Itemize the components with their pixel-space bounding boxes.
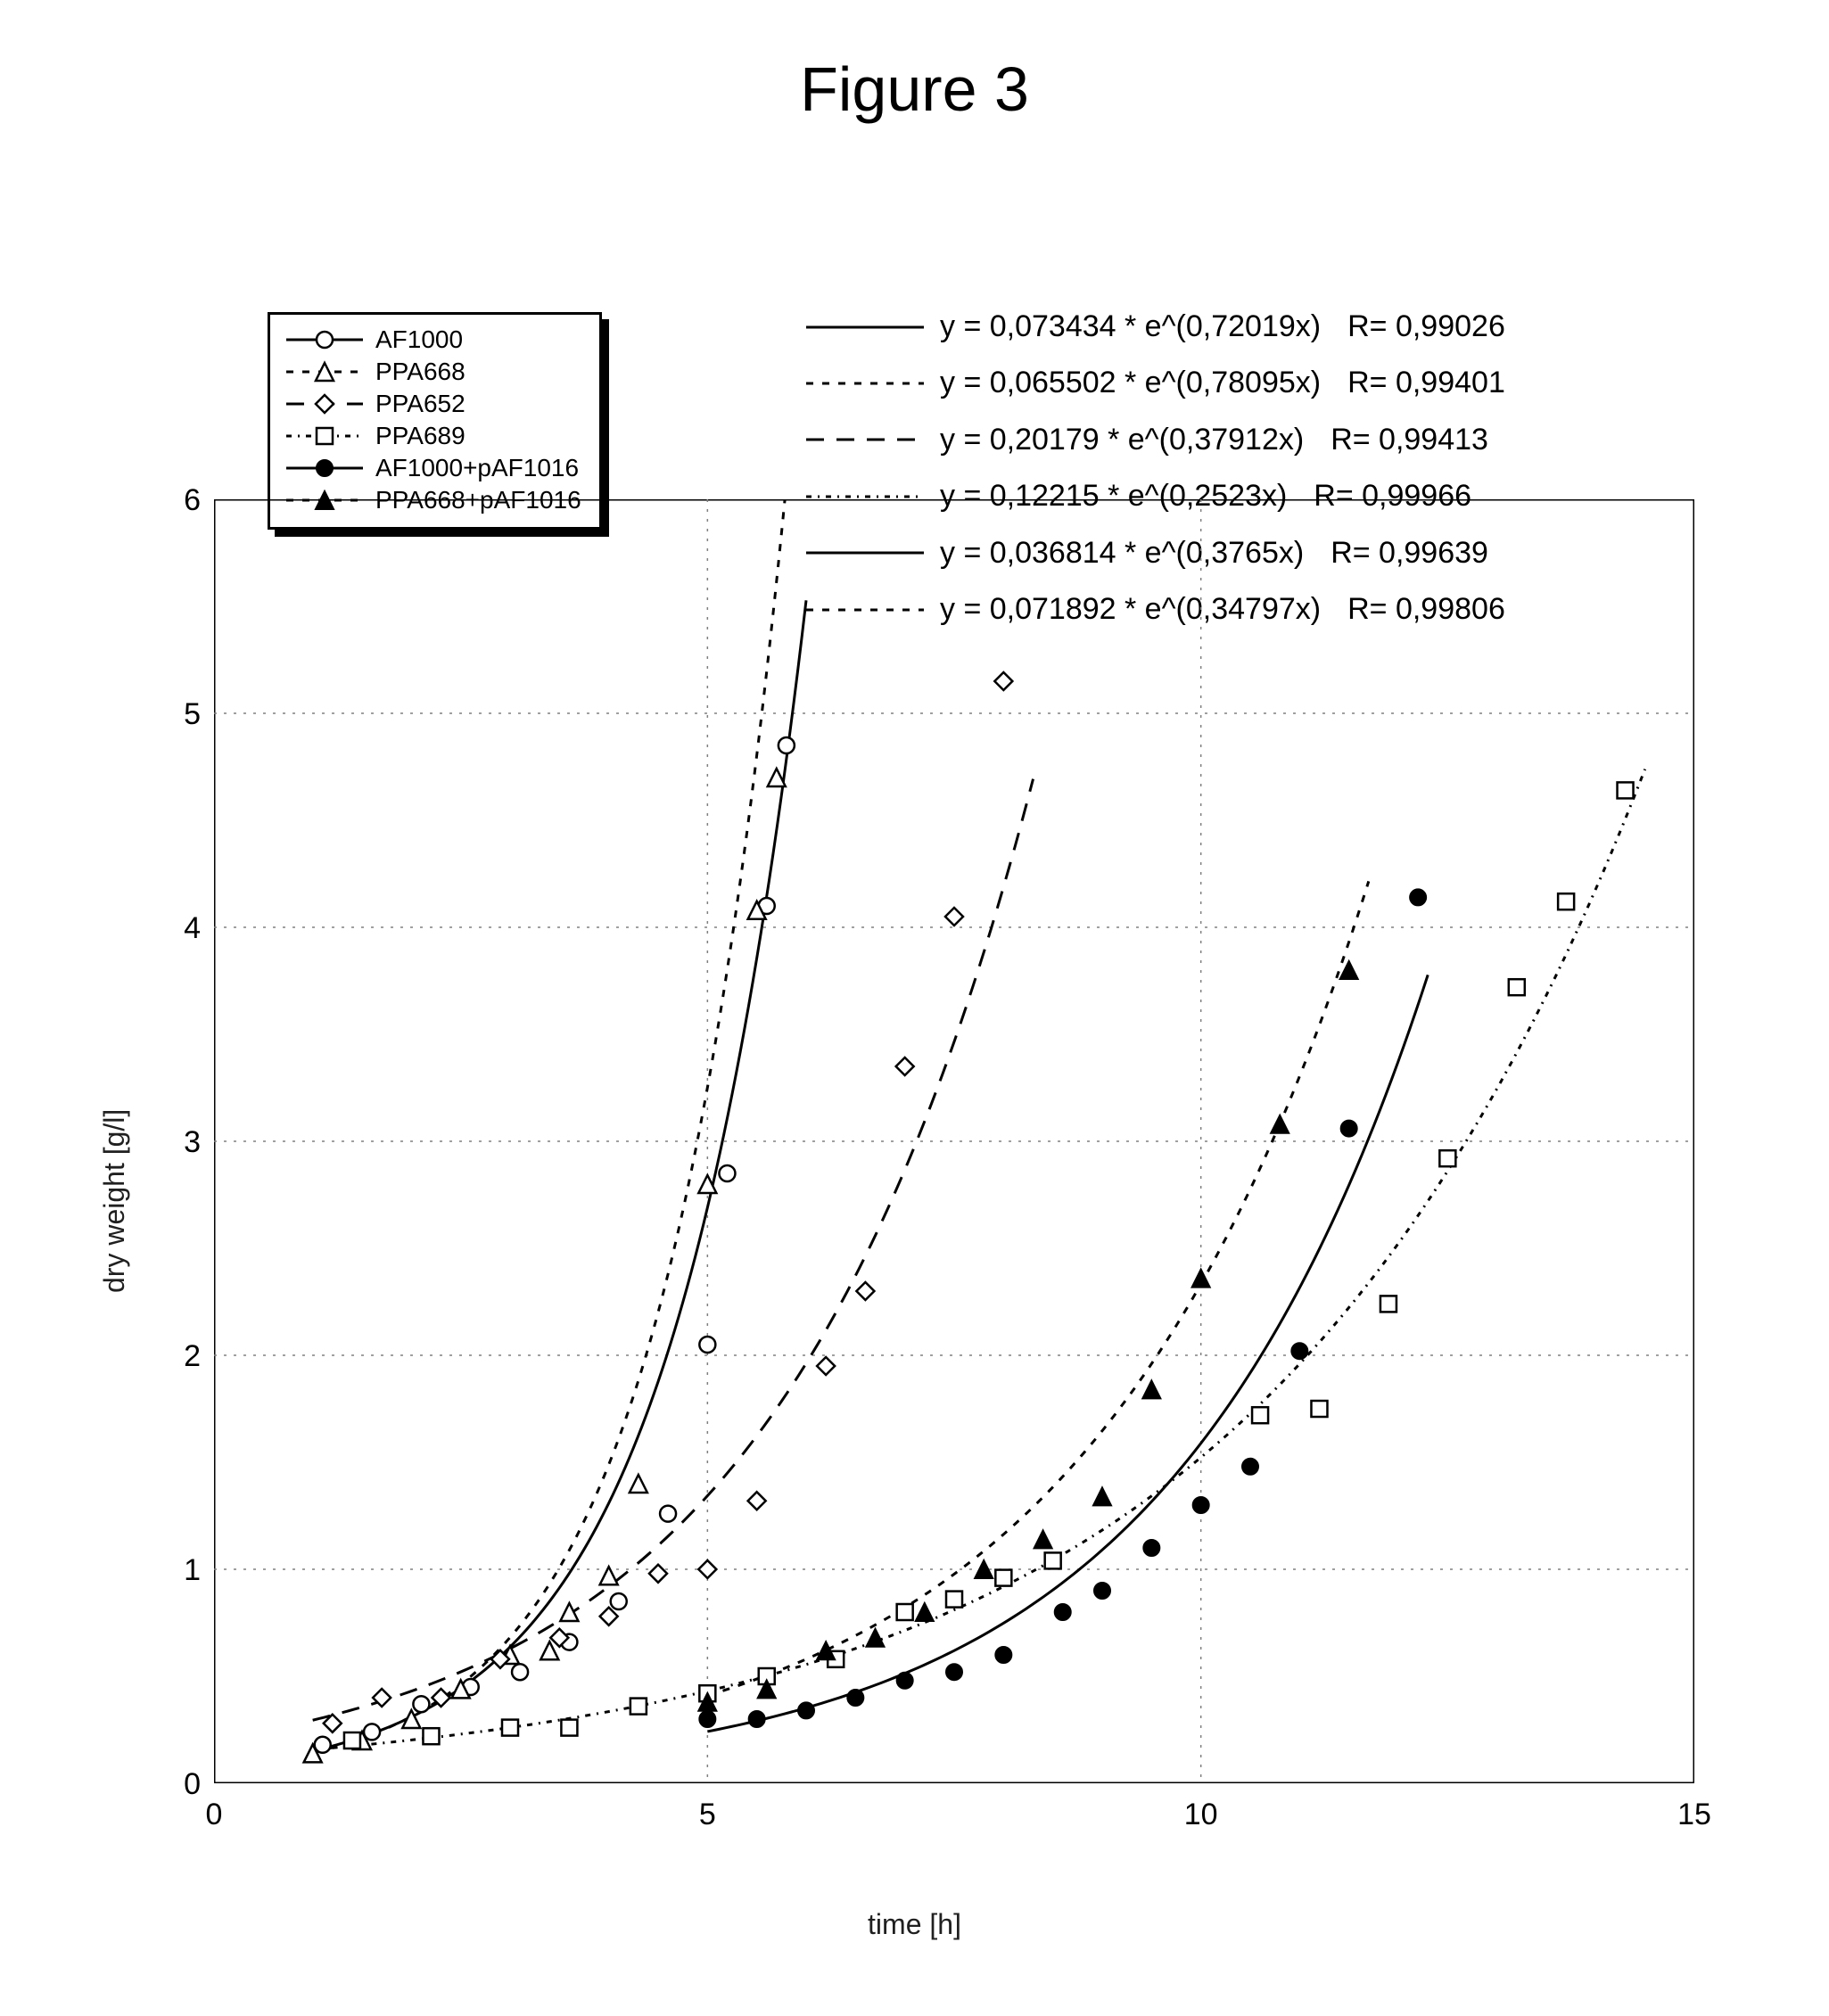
legend-row: PPA652 (284, 388, 581, 420)
legend-label: PPA652 (375, 390, 465, 418)
y-tick-label: 1 (152, 1553, 201, 1588)
y-tick-label: 4 (152, 911, 201, 946)
legend-row: PPA668 (284, 356, 581, 388)
fit-r-value: R= 0,99413 (1331, 424, 1488, 457)
legend-label: AF1000+pAF1016 (375, 454, 579, 482)
figure-title: Figure 3 (0, 53, 1829, 125)
fit-legend-row: y = 0,20179 * e^(0,37912x) R= 0,99413 (803, 424, 1505, 457)
x-axis-label: time [h] (0, 1908, 1829, 1941)
fit-equation: y = 0,20179 * e^(0,37912x) (940, 424, 1304, 457)
legend-row: AF1000 (284, 324, 581, 356)
fit-equation: y = 0,065502 * e^(0,78095x) (940, 366, 1321, 399)
series-legend: AF1000PPA668PPA652PPA689AF1000+pAF1016PP… (268, 312, 602, 530)
figure-wrap: Figure 3 AF1000 PPA668 PPA652 PPA689 AF1000+… (0, 0, 1829, 2016)
legend-row: AF1000+pAF1016 (284, 452, 581, 484)
fit-r-value: R= 0,99401 (1347, 366, 1505, 399)
y-axis-label: dry weight [g/l] (98, 1109, 131, 1293)
y-tick-label: 2 (152, 1339, 201, 1374)
fit-legend-row: y = 0,065502 * e^(0,78095x) R= 0,99401 (803, 366, 1505, 399)
fit-legend-row: y = 0,073434 * e^(0,72019x) R= 0,99026 (803, 310, 1505, 343)
fit-r-value: R= 0,99026 (1347, 310, 1505, 343)
legend-label: PPA668 (375, 358, 465, 386)
x-tick-label: 5 (680, 1798, 734, 1832)
x-tick-label: 15 (1668, 1798, 1721, 1832)
legend-label: PPA689 (375, 422, 465, 450)
x-tick-label: 10 (1174, 1798, 1228, 1832)
x-tick-label: 0 (187, 1798, 241, 1832)
fit-equation: y = 0,073434 * e^(0,72019x) (940, 310, 1321, 343)
y-tick-label: 3 (152, 1125, 201, 1160)
chart-svg (214, 499, 1694, 1783)
legend-row: PPA689 (284, 420, 581, 452)
y-tick-label: 6 (152, 483, 201, 518)
legend-label: AF1000 (375, 325, 463, 354)
y-tick-label: 5 (152, 697, 201, 732)
